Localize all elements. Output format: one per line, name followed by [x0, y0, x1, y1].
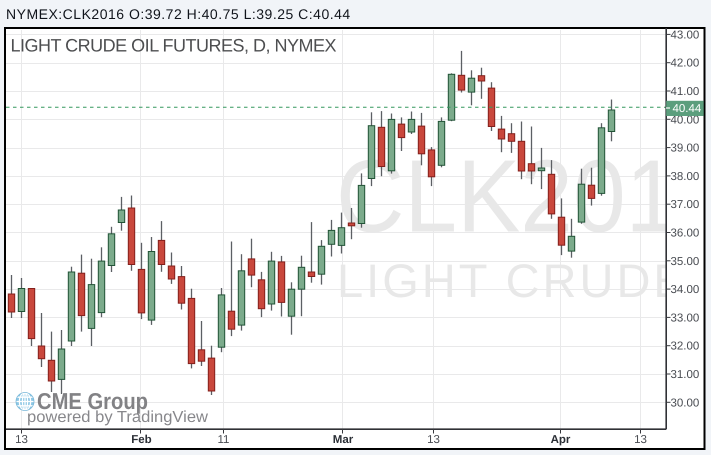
- svg-text:Apr: Apr: [551, 434, 571, 446]
- svg-text:LIGHT CRUDE OIL FUTURES, D, NY: LIGHT CRUDE OIL FUTURES, D, NYMEX: [11, 36, 337, 56]
- svg-text:NYMEX:CLK2016 O:39.72 H:40.75: NYMEX:CLK2016 O:39.72 H:40.75 L:39.25 C:…: [6, 6, 351, 22]
- svg-text:40.00: 40.00: [671, 114, 700, 126]
- svg-text:36.00: 36.00: [671, 228, 700, 240]
- svg-text:13: 13: [634, 434, 647, 446]
- svg-text:Feb: Feb: [131, 434, 151, 446]
- svg-text:11: 11: [218, 434, 230, 446]
- svg-text:30.00: 30.00: [671, 397, 700, 409]
- svg-text:33.00: 33.00: [671, 312, 700, 324]
- svg-text:43.00: 43.00: [671, 29, 700, 41]
- svg-text:35.00: 35.00: [671, 256, 700, 268]
- svg-text:41.00: 41.00: [671, 86, 700, 98]
- svg-text:13: 13: [15, 434, 28, 446]
- svg-text:42.00: 42.00: [671, 58, 700, 70]
- svg-text:32.00: 32.00: [671, 341, 700, 353]
- svg-text:CME Group: CME Group: [37, 388, 148, 414]
- svg-text:38.00: 38.00: [671, 171, 700, 183]
- svg-text:LIGHT CRUDE: LIGHT CRUDE: [337, 254, 688, 307]
- svg-text:powered by TradingView: powered by TradingView: [27, 409, 208, 426]
- svg-text:37.00: 37.00: [671, 199, 700, 211]
- svg-text:31.00: 31.00: [671, 369, 700, 381]
- svg-text:40.44: 40.44: [673, 103, 702, 115]
- svg-text:Mar: Mar: [333, 434, 354, 446]
- svg-text:13: 13: [427, 434, 440, 446]
- svg-text:34.00: 34.00: [671, 284, 700, 296]
- svg-text:39.00: 39.00: [671, 143, 700, 155]
